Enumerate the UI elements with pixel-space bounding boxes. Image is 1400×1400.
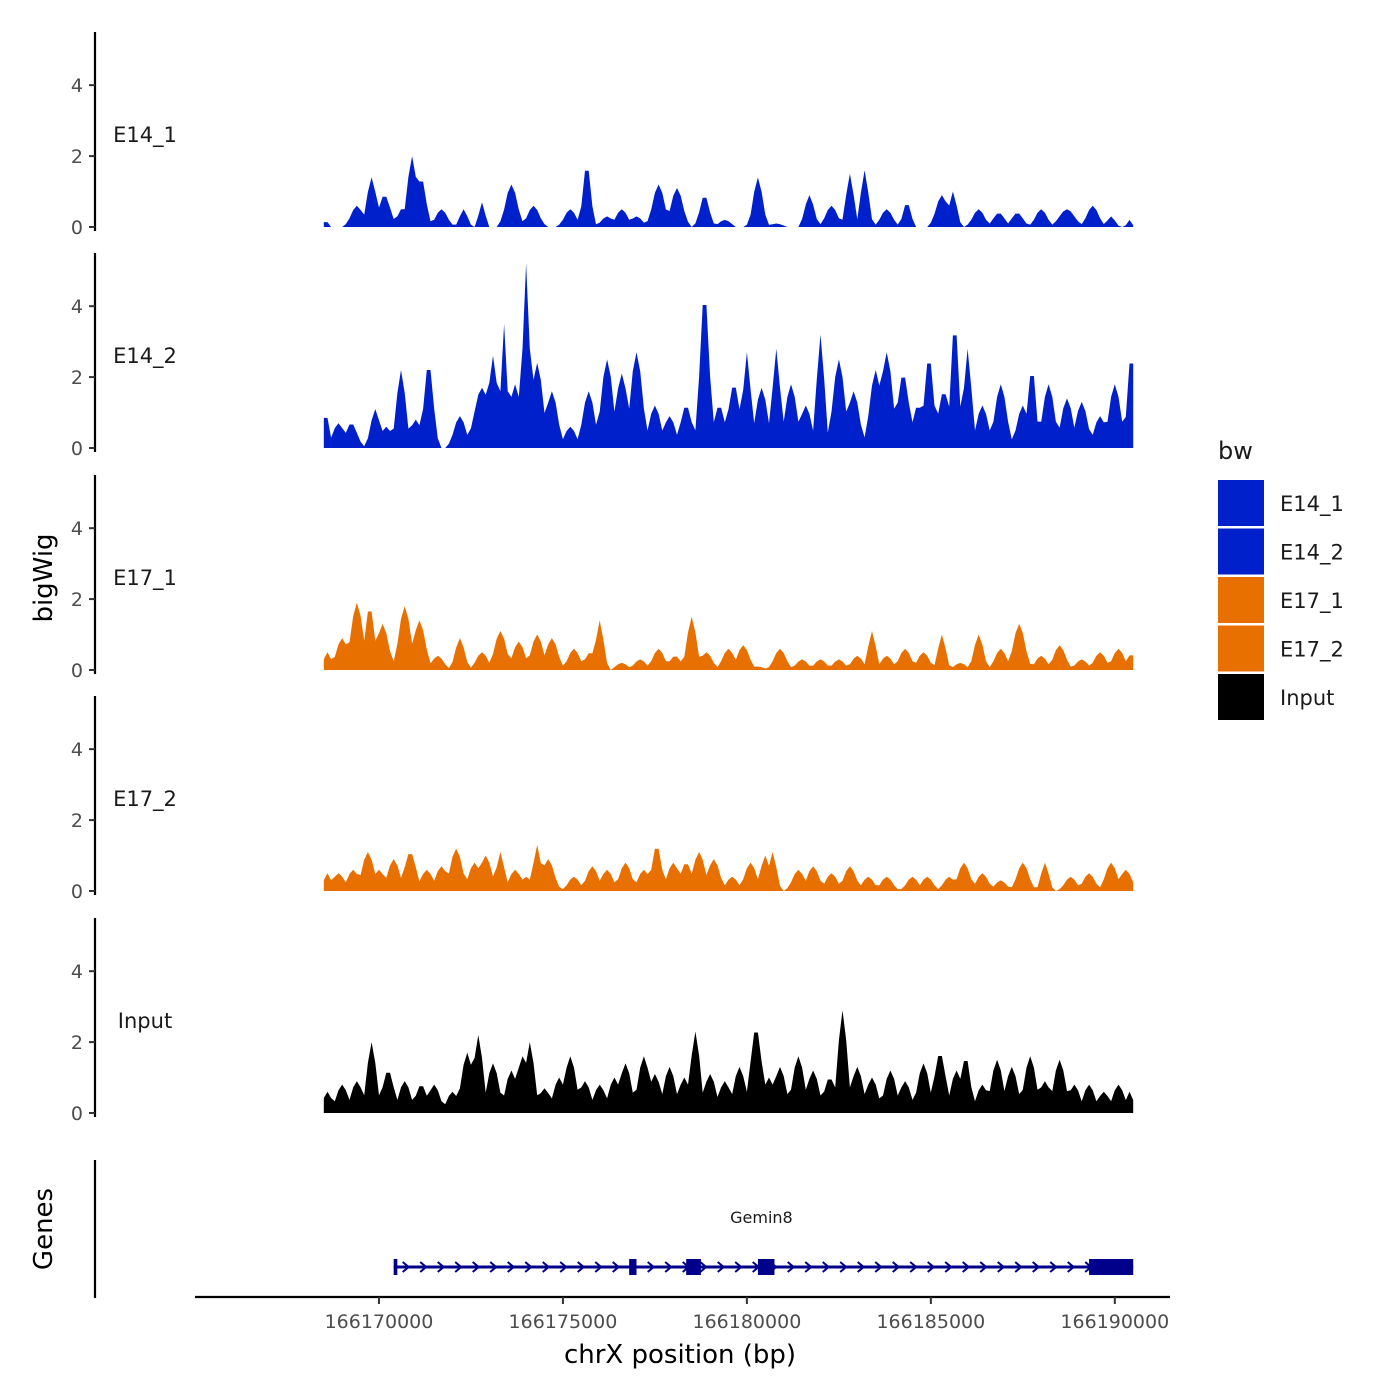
- y-tick-label: 4: [71, 961, 83, 983]
- x-axis: 166170000 166175000 166180000 166185000 1661…: [195, 1295, 1170, 1333]
- legend-swatch-e17-1: [1218, 577, 1264, 623]
- strand-chevron: [419, 1261, 428, 1273]
- legend-swatch-e17-2: [1218, 625, 1264, 672]
- y-tick-label: 0: [71, 217, 83, 239]
- strand-chevron: [402, 1261, 411, 1273]
- gene-exon: [757, 1259, 775, 1275]
- strand-chevron: [857, 1261, 866, 1273]
- track-label: E14_1: [113, 123, 177, 148]
- strand-chevron: [1014, 1261, 1023, 1273]
- legend-label: E17_1: [1280, 589, 1344, 614]
- strand-chevron: [542, 1261, 551, 1273]
- strand-chevron: [962, 1261, 971, 1273]
- legend-label: Input: [1280, 686, 1334, 710]
- signal-area-input: [323, 1010, 1134, 1113]
- track-label: E17_1: [113, 566, 177, 591]
- strand-chevron: [1032, 1261, 1041, 1273]
- x-tick-label: 166175000: [509, 1311, 618, 1333]
- track-e14-1: 0 2 4 E14_1: [71, 32, 1134, 239]
- track-e14-2: 0 2 4 E14_2: [71, 253, 1134, 460]
- signal-area-e17-1: [323, 602, 1134, 670]
- legend-label: E17_2: [1280, 638, 1344, 663]
- strand-chevron: [507, 1261, 516, 1273]
- gene-exon: [393, 1259, 398, 1275]
- strand-chevron: [927, 1261, 936, 1273]
- strand-chevron: [892, 1261, 901, 1273]
- strand-chevron: [472, 1261, 481, 1273]
- y-axis-title: bigWig: [29, 533, 59, 622]
- strand-chevron: [979, 1261, 988, 1273]
- strand-chevron: [717, 1261, 726, 1273]
- strand-chevron: [559, 1261, 568, 1273]
- track-e17-2: 0 2 4 E17_2: [71, 696, 1134, 903]
- strand-chevron: [909, 1261, 918, 1273]
- legend-swatch-e14-1: [1218, 480, 1264, 526]
- strand-chevron: [594, 1261, 603, 1273]
- strand-chevron: [874, 1261, 883, 1273]
- strand-chevron: [577, 1261, 586, 1273]
- strand-chevron: [804, 1261, 813, 1273]
- y-tick-label: 4: [71, 75, 83, 97]
- track-label: Input: [118, 1009, 172, 1033]
- legend-swatch-input: [1218, 674, 1264, 720]
- strand-chevron: [524, 1261, 533, 1273]
- signal-area-e14-2: [323, 263, 1134, 448]
- genes-axis-title: Genes: [29, 1188, 59, 1270]
- strand-chevron: [997, 1261, 1006, 1273]
- strand-arrows: [402, 1261, 1128, 1273]
- signal-area-e17-2: [323, 844, 1134, 891]
- x-axis-title: chrX position (bp): [564, 1340, 796, 1370]
- track-input: 0 2 4 Input: [71, 918, 1134, 1125]
- y-tick-label: 0: [71, 438, 83, 460]
- strand-chevron: [699, 1261, 708, 1273]
- strand-chevron: [647, 1261, 656, 1273]
- signal-tracks: 0 2 4 E14_1 0 2 4 E14_2 0 2 4 E17_1 0 2 4 E17_2 0 2 4 Input: [71, 32, 1134, 1125]
- y-tick-label: 2: [71, 810, 83, 832]
- legend-swatch-e14-2: [1218, 528, 1264, 575]
- legend-title: bw: [1218, 437, 1253, 465]
- y-tick-label: 0: [71, 881, 83, 903]
- track-label: E14_2: [113, 344, 177, 369]
- x-tick-label: 166185000: [876, 1311, 985, 1333]
- strand-chevron: [437, 1261, 446, 1273]
- gene-exon: [686, 1259, 701, 1275]
- gene-exon: [629, 1259, 637, 1275]
- y-tick-label: 2: [71, 1032, 83, 1054]
- y-tick-label: 4: [71, 739, 83, 761]
- legend-label: E14_2: [1280, 541, 1344, 566]
- legend-label: E14_1: [1280, 492, 1344, 517]
- y-tick-label: 2: [71, 367, 83, 389]
- strand-chevron: [489, 1261, 498, 1273]
- track-label: E17_2: [113, 787, 177, 812]
- gene-track: Gemin8: [93, 1160, 1134, 1298]
- y-tick-label: 2: [71, 589, 83, 611]
- gene-exon: [1089, 1259, 1134, 1275]
- y-tick-label: 2: [71, 146, 83, 168]
- strand-chevron: [734, 1261, 743, 1273]
- strand-chevron: [1067, 1261, 1076, 1273]
- strand-chevron: [1049, 1261, 1058, 1273]
- x-tick-label: 166190000: [1060, 1311, 1169, 1333]
- y-tick-label: 0: [71, 1103, 83, 1125]
- gene-name-label: Gemin8: [730, 1208, 793, 1227]
- strand-chevron: [664, 1261, 673, 1273]
- y-tick-label: 4: [71, 518, 83, 540]
- strand-chevron: [944, 1261, 953, 1273]
- x-tick-label: 166170000: [325, 1311, 434, 1333]
- strand-chevron: [822, 1261, 831, 1273]
- track-e17-1: 0 2 4 E17_1: [71, 475, 1134, 682]
- strand-chevron: [787, 1261, 796, 1273]
- x-tick-label: 166180000: [692, 1311, 801, 1333]
- legend: bw E14_1 E14_2 E17_1 E17_2 Input: [1218, 437, 1344, 720]
- signal-area-e14-1: [323, 156, 1134, 227]
- strand-chevron: [612, 1261, 621, 1273]
- strand-chevron: [839, 1261, 848, 1273]
- y-tick-label: 0: [71, 660, 83, 682]
- y-tick-label: 4: [71, 296, 83, 318]
- strand-chevron: [454, 1261, 463, 1273]
